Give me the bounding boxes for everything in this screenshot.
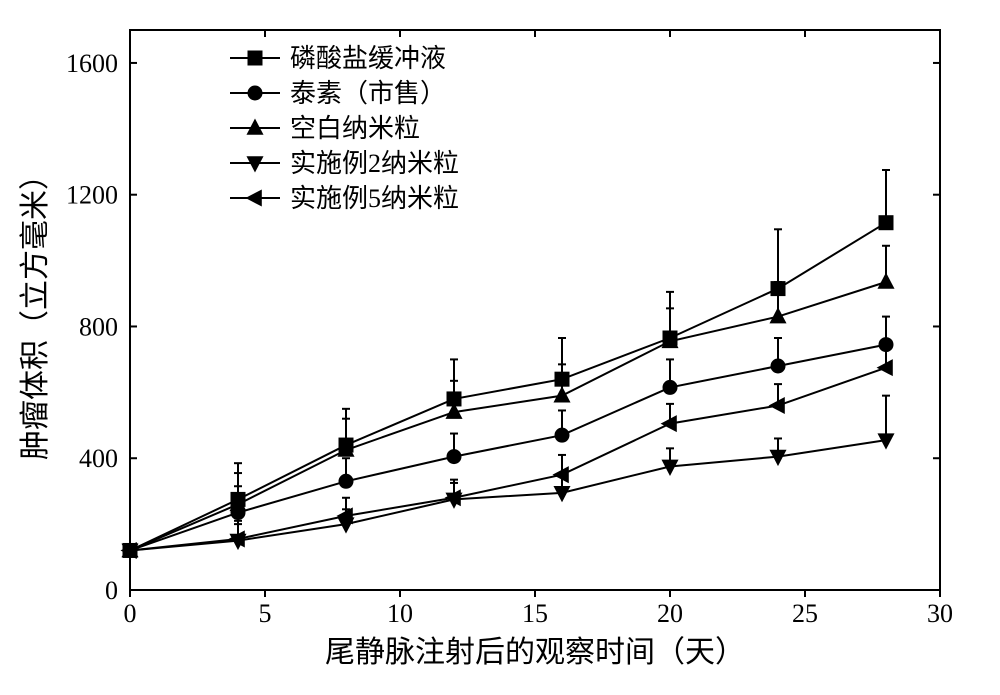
legend-item-1: 泰素（市售） bbox=[230, 79, 446, 108]
legend-label: 泰素（市售） bbox=[290, 79, 446, 108]
x-axis-title: 尾静脉注射后的观察时间（天） bbox=[325, 636, 745, 669]
legend-label: 磷酸盐缓冲液 bbox=[290, 44, 446, 73]
svg-text:1200: 1200 bbox=[66, 181, 118, 210]
legend-item-4: 实施例5纳米粒 bbox=[230, 184, 459, 213]
y-axis-title: 肿瘤体积（立方毫米） bbox=[19, 160, 52, 460]
legend-item-2: 空白纳米粒 bbox=[230, 114, 420, 143]
chart-container: 0 5 10 15 20 25 30 0 400 800 1200 1600 尾静脉注射后的观察时间（天… bbox=[0, 0, 1000, 695]
svg-text:800: 800 bbox=[79, 312, 118, 341]
svg-text:30: 30 bbox=[927, 599, 953, 628]
legend-label: 实施例2纳米粒 bbox=[290, 149, 459, 178]
svg-text:0: 0 bbox=[105, 576, 118, 605]
legend-item-0: 磷酸盐缓冲液 bbox=[230, 44, 446, 73]
chart-svg: 0 5 10 15 20 25 30 0 400 800 1200 1600 尾静脉注射后的观察时间（天… bbox=[0, 0, 1000, 695]
svg-text:10: 10 bbox=[387, 599, 413, 628]
legend-label: 空白纳米粒 bbox=[290, 114, 420, 143]
legend-item-3: 实施例2纳米粒 bbox=[230, 149, 459, 178]
svg-text:1600: 1600 bbox=[66, 49, 118, 78]
svg-text:15: 15 bbox=[522, 599, 548, 628]
svg-text:0: 0 bbox=[124, 599, 137, 628]
svg-text:20: 20 bbox=[657, 599, 683, 628]
svg-text:5: 5 bbox=[259, 599, 272, 628]
svg-text:400: 400 bbox=[79, 444, 118, 473]
svg-text:25: 25 bbox=[792, 599, 818, 628]
legend-label: 实施例5纳米粒 bbox=[290, 184, 459, 213]
